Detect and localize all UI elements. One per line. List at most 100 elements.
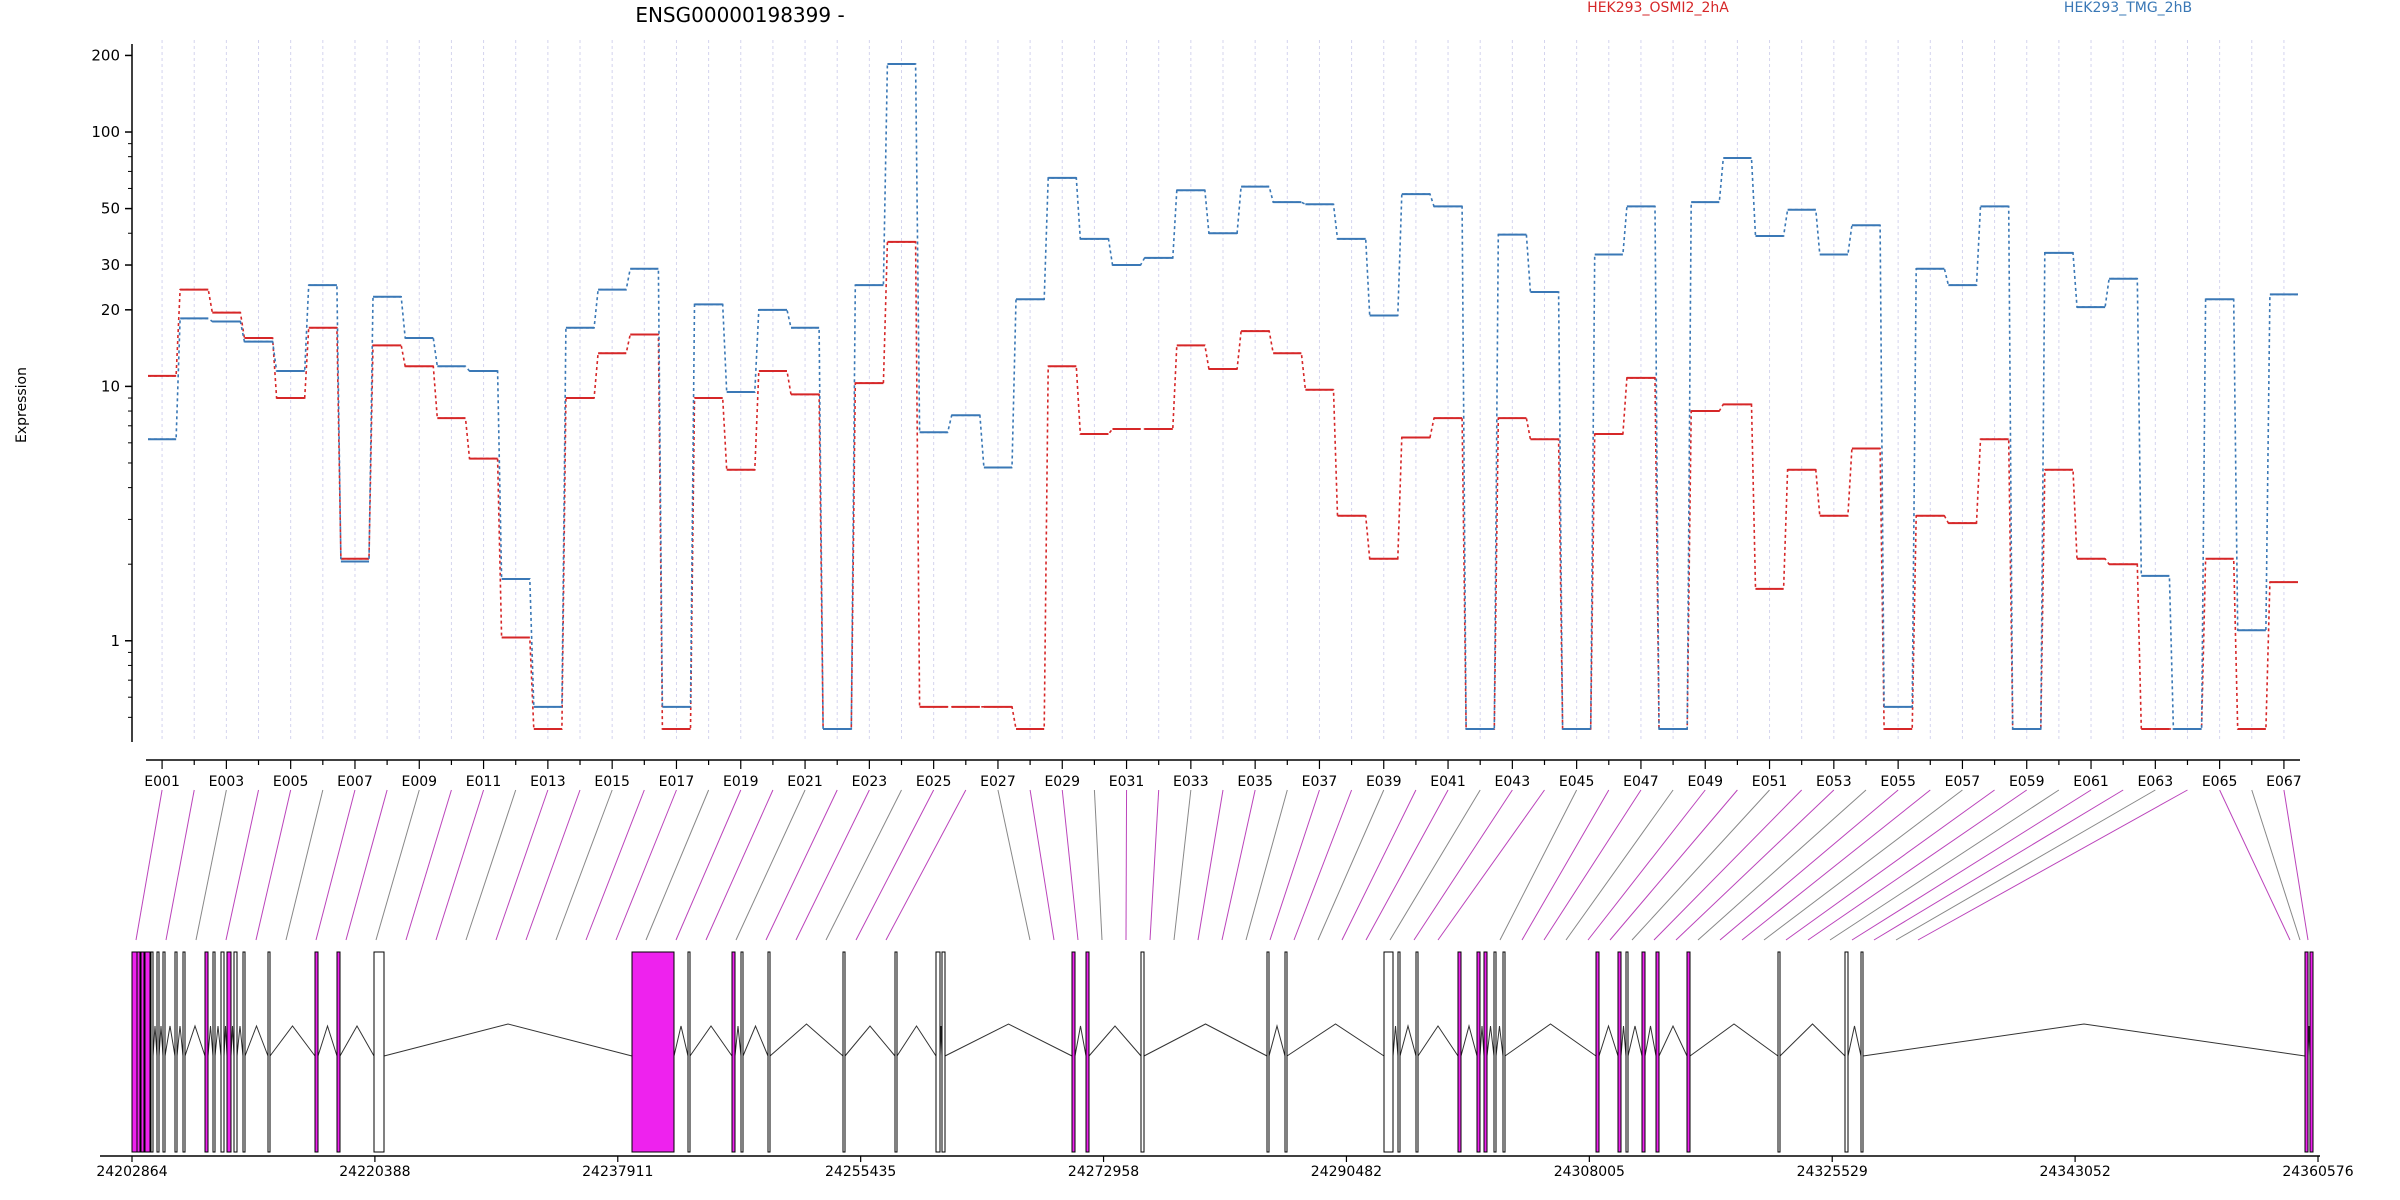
- intron-line: [1658, 1024, 1688, 1057]
- genomic-tick-label: 24202864: [96, 1164, 167, 1180]
- genomic-tick-label: 24220388: [339, 1164, 410, 1180]
- exon-block: [1502, 951, 1506, 1153]
- intron-line: [1847, 1025, 1862, 1057]
- exon-block: [226, 951, 232, 1153]
- x-tick-label: E007: [337, 774, 373, 790]
- intron-line: [1268, 1024, 1286, 1057]
- exon-connector: [675, 789, 742, 941]
- intron-line: [1504, 1023, 1597, 1057]
- exon-connector: [435, 789, 485, 941]
- intron-line: [207, 1025, 214, 1057]
- exon-block: [1284, 951, 1288, 1153]
- exon-block: [740, 951, 744, 1153]
- intron-line: [734, 1025, 742, 1057]
- exon-block: [687, 951, 691, 1153]
- intron-line: [1088, 1025, 1142, 1057]
- exon-connector: [1173, 789, 1192, 941]
- exon-connector: [1341, 789, 1417, 941]
- exon-block: [1625, 951, 1629, 1153]
- exon-block: [1397, 951, 1401, 1153]
- intron-line: [844, 1025, 896, 1057]
- x-tick-label: E061: [2073, 774, 2109, 790]
- exon-block: [136, 951, 141, 1153]
- series-2: [148, 63, 2298, 730]
- exon-connectors: [135, 789, 2309, 941]
- exon-block: [767, 951, 771, 1153]
- exon-connector: [555, 789, 613, 941]
- exon-block: [1085, 951, 1090, 1153]
- intron-line: [1399, 1024, 1417, 1057]
- exon-block: [1266, 951, 1270, 1153]
- x-tick-label: E063: [2138, 774, 2174, 790]
- x-tick-label: E057: [1945, 774, 1981, 790]
- intron-line: [1779, 1023, 1846, 1057]
- intron-line: [1486, 1025, 1495, 1057]
- exon-connector: [1389, 789, 1481, 941]
- x-tick-label: E013: [530, 774, 566, 790]
- exon-connector: [645, 789, 710, 941]
- exon-connector: [1293, 789, 1353, 941]
- exon-connector: [225, 789, 260, 941]
- exon-connector: [345, 789, 388, 941]
- exon-connector: [405, 789, 452, 941]
- exon-connector: [465, 789, 517, 941]
- intron-line: [184, 1024, 206, 1057]
- exon-connector: [1061, 789, 1079, 941]
- exon-block: [1777, 951, 1781, 1153]
- exon-connector: [2219, 789, 2291, 941]
- exon-connector: [1521, 789, 1610, 941]
- genomic-tick-label: 24272958: [1068, 1164, 1139, 1180]
- intron-line: [896, 1025, 937, 1057]
- intron-line: [1479, 1025, 1485, 1057]
- exon-block: [1617, 951, 1622, 1153]
- exon-connector: [765, 789, 838, 941]
- x-tick-label: E055: [1880, 774, 1916, 790]
- x-tick-label: E001: [144, 774, 180, 790]
- x-tick-label: E025: [916, 774, 952, 790]
- exon-connector: [1719, 789, 1899, 941]
- exon-connector: [1365, 789, 1449, 941]
- x-gridlines: [161, 40, 2285, 742]
- exon-connector: [1413, 789, 1513, 941]
- x-tick-label: E031: [1109, 774, 1145, 790]
- intron-line: [1074, 1025, 1087, 1057]
- x-tick-label: E009: [401, 774, 437, 790]
- x-tick-label: E005: [273, 774, 309, 790]
- intron-line: [214, 1025, 222, 1057]
- x-tick-label: E003: [209, 774, 245, 790]
- exon-block: [162, 951, 166, 1153]
- exon-block: [1686, 951, 1691, 1153]
- exon-block: [150, 951, 154, 1153]
- x-tick-label: E017: [659, 774, 695, 790]
- intron-line: [944, 1023, 1073, 1057]
- legend-entry-tmg: HEK293_TMG_2hB: [2064, 0, 2192, 16]
- exon-connector: [825, 789, 902, 941]
- exon-connector: [735, 789, 806, 941]
- exon-block: [1483, 951, 1488, 1153]
- exon-connector: [1829, 789, 2060, 941]
- x-axis: E001 E003 E005 E007 E009 E011 E013 E015 E017 E019…: [144, 759, 2302, 790]
- x-tick-label: E023: [852, 774, 888, 790]
- chart-title: ENSG00000198399 -: [635, 3, 844, 27]
- exon-block: [731, 951, 736, 1153]
- intron-line: [317, 1024, 338, 1057]
- exon-connector: [255, 789, 292, 941]
- intron-line: [383, 1023, 633, 1057]
- exon-block: [242, 951, 246, 1153]
- exon-connector: [1741, 789, 1931, 941]
- exon-block: [2309, 951, 2314, 1153]
- exon-connector: [285, 789, 324, 941]
- exon-connector: [1785, 789, 1995, 941]
- exon-connector: [495, 789, 549, 941]
- genomic-tick-label: 24290482: [1311, 1164, 1382, 1180]
- intron-line: [269, 1025, 316, 1057]
- intron-line: [339, 1024, 375, 1057]
- exon-connector: [1873, 789, 2124, 941]
- exon-connector: [1197, 789, 1224, 941]
- exon-connector: [375, 789, 420, 941]
- intron-line: [1627, 1025, 1643, 1057]
- legend-entry-osmi2: HEK293_OSMI2_2hA: [1587, 0, 1729, 16]
- exon-block: [373, 951, 385, 1153]
- genomic-axis: 24202864 24220388 24237911 24255435 24272958…: [96, 1155, 2354, 1180]
